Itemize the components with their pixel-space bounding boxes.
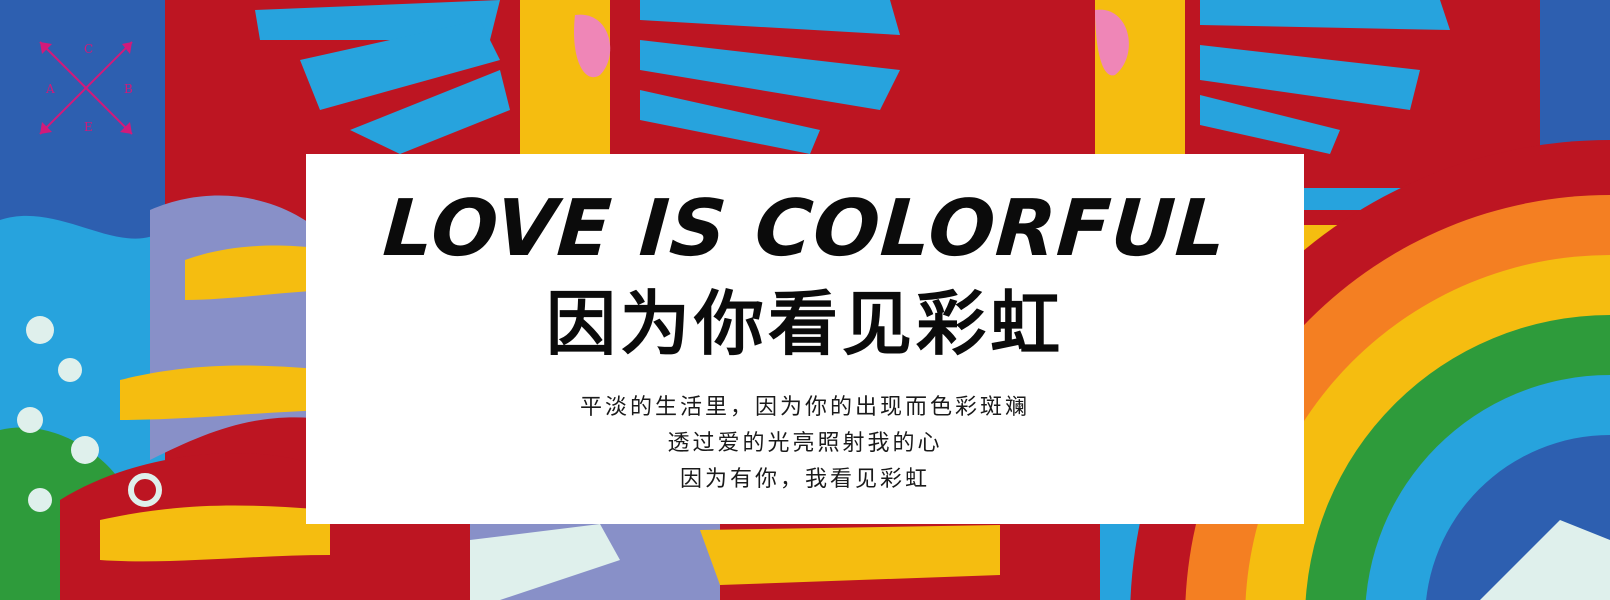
blue-ray bbox=[300, 20, 500, 110]
white-blob bbox=[71, 436, 99, 464]
white-blob bbox=[58, 358, 82, 382]
chinese-title: 因为你看见彩虹 bbox=[546, 283, 1064, 365]
description-line-3: 因为有你，我看见彩虹 bbox=[679, 467, 930, 492]
white-ring bbox=[128, 473, 162, 507]
english-title: LOVE IS COLORFUL bbox=[380, 184, 1230, 274]
blue-ray bbox=[640, 40, 900, 110]
logo-letter-a: A bbox=[46, 82, 55, 96]
description-line-1: 平淡的生活里，因为你的出现而色彩斑斓 bbox=[579, 395, 1030, 420]
brand-logo: A C B E bbox=[32, 34, 142, 144]
white-blob bbox=[26, 316, 54, 344]
bottom-yellow-stroke bbox=[700, 525, 1000, 585]
description-lines: 平淡的生活里，因为你的出现而色彩斑斓 透过爱的光亮照射我的心 因为有你，我看见彩… bbox=[306, 390, 1304, 498]
bottom-white-stroke bbox=[470, 524, 620, 600]
rainbow-inner-stroke bbox=[1480, 520, 1610, 600]
logo-letter-e: E bbox=[84, 120, 93, 134]
blue-ray bbox=[640, 0, 900, 35]
yellow-stroke-3 bbox=[100, 505, 330, 562]
yellow-stroke-1 bbox=[185, 245, 330, 300]
white-blob bbox=[17, 407, 43, 433]
logo-letter-c: C bbox=[84, 42, 94, 56]
white-blob bbox=[28, 488, 52, 512]
logo-letter-b: B bbox=[124, 82, 133, 96]
crossed-arrows-icon bbox=[39, 41, 133, 135]
yellow-stroke-2 bbox=[120, 365, 330, 420]
top-pink-spot-right bbox=[1095, 9, 1129, 76]
blue-ray bbox=[640, 90, 820, 154]
top-pink-spot bbox=[574, 14, 611, 78]
blue-ray bbox=[350, 70, 510, 154]
blue-ray-right bbox=[1200, 45, 1420, 110]
description-line-2: 透过爱的光亮照射我的心 bbox=[667, 431, 943, 456]
blue-ray-right bbox=[1200, 95, 1340, 154]
blue-ray-right bbox=[1200, 0, 1450, 30]
title-card: LOVE IS COLORFUL 因为你看见彩虹 平淡的生活里，因为你的出现而色… bbox=[306, 154, 1304, 524]
